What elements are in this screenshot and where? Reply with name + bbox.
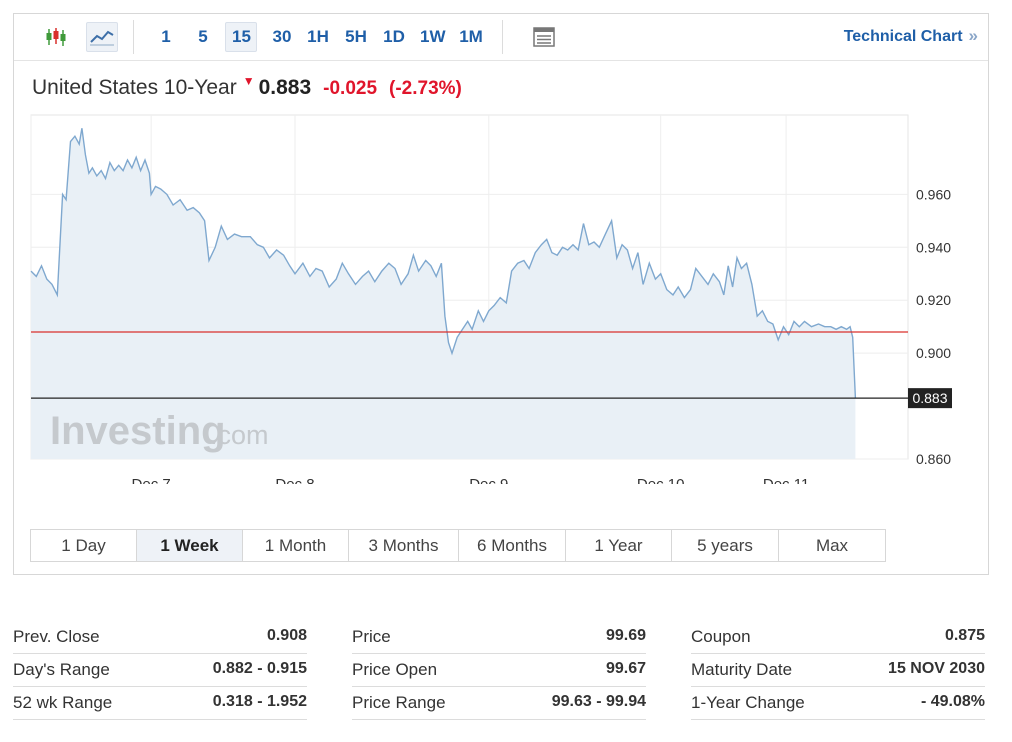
stat-value: 0.875 <box>944 627 985 644</box>
period-1-day[interactable]: 1 Day <box>31 530 137 561</box>
interval-5h[interactable]: 5H <box>345 27 367 46</box>
stat-label: Price Range <box>352 693 446 712</box>
interval-1d[interactable]: 1D <box>383 27 405 46</box>
x-tick-label: Dec 11 <box>763 476 809 484</box>
down-arrow-icon: ▼ <box>242 74 255 88</box>
period-1-year[interactable]: 1 Year <box>566 530 672 561</box>
stat-value: 0.318 - 1.952 <box>212 693 307 710</box>
stat-label: Prev. Close <box>13 627 100 646</box>
candlestick-icon[interactable] <box>40 22 72 52</box>
stats-column-3: Coupon 0.875 Maturity Date 15 NOV 2030 1-Y… <box>691 622 985 721</box>
stat-value: 99.67 <box>605 660 646 677</box>
period-5-years[interactable]: 5 years <box>672 530 779 561</box>
instrument-headline: United States 10-Year ▼ 0.883 -0.025 (-2.73%… <box>32 74 462 104</box>
investing-logo: Investing .com <box>50 409 269 453</box>
price-chart: 0.883 Investing .com 0.860 0.900 0.920 0.94… <box>30 114 952 484</box>
toolbar-divider <box>502 20 503 54</box>
interval-5[interactable]: 5 <box>198 27 208 46</box>
interval-1w[interactable]: 1W <box>420 27 446 46</box>
toolbar-divider <box>133 20 134 54</box>
technical-chart-label[interactable]: Technical Chart <box>843 28 963 45</box>
stat-days-range: Day's Range 0.882 - 0.915 <box>13 655 307 687</box>
stat-price: Price 99.69 <box>352 622 646 654</box>
current-price-label: 0.883 <box>912 390 947 406</box>
stat-value: 15 NOV 2030 <box>888 660 985 677</box>
period-max[interactable]: Max <box>815 536 849 555</box>
chart-widget: 1 5 15 30 1H 5H 1D 1W 1M Technical Chart… <box>13 13 989 575</box>
stat-value: 0.882 - 0.915 <box>212 660 307 677</box>
stats-column-1: Prev. Close 0.908 Day's Range 0.882 - 0.91… <box>13 622 307 721</box>
period-3-months[interactable]: 3 Months <box>349 530 459 561</box>
x-tick-label: Dec 8 <box>275 476 314 484</box>
stat-price-range: Price Range 99.63 - 99.94 <box>352 688 646 720</box>
stat-maturity-date: Maturity Date 15 NOV 2030 <box>691 655 985 687</box>
stat-label: Price Open <box>352 660 438 679</box>
price-change: -0.025 <box>323 78 378 99</box>
stat-coupon: Coupon 0.875 <box>691 622 985 654</box>
y-tick-label: 0.920 <box>916 292 951 308</box>
interval-1h[interactable]: 1H <box>307 27 329 46</box>
stat-label: Price <box>352 627 391 646</box>
y-tick-label: 0.860 <box>916 451 951 467</box>
x-tick-label: Dec 9 <box>469 476 508 484</box>
stat-52wk-range: 52 wk Range 0.318 - 1.952 <box>13 688 307 720</box>
stat-value: 0.908 <box>266 627 307 644</box>
period-6-months[interactable]: 6 Months <box>459 530 566 561</box>
period-selector: 1 Day 1 Week 1 Month 3 Months 6 Months 1… <box>30 529 886 562</box>
stat-prev-close: Prev. Close 0.908 <box>13 622 307 654</box>
technical-chart-link[interactable]: Technical Chart » <box>844 26 978 46</box>
instrument-name: United States 10-Year <box>32 76 237 99</box>
price-change-percent: (-2.73%) <box>389 78 462 99</box>
stats-column-2: Price 99.69 Price Open 99.67 Price Range 99… <box>352 622 646 721</box>
interval-15[interactable]: 15 <box>225 22 257 52</box>
panel-icon[interactable] <box>528 22 560 52</box>
stat-value: - 49.08% <box>920 693 985 710</box>
stat-value: 99.63 - 99.94 <box>551 693 646 710</box>
double-chevron-right-icon: » <box>968 26 978 45</box>
x-tick-label: Dec 10 <box>637 476 685 484</box>
stat-label: Coupon <box>691 627 751 646</box>
interval-1m[interactable]: 1M <box>459 27 483 46</box>
x-tick-label: Dec 7 <box>132 476 171 484</box>
last-price: 0.883 <box>258 76 312 99</box>
line-chart-icon[interactable] <box>86 22 118 52</box>
y-axis: 0.860 0.900 0.920 0.940 0.960 <box>916 186 951 467</box>
period-1-week[interactable]: 1 Week <box>137 530 243 561</box>
watermark-suffix: .com <box>210 420 269 450</box>
y-tick-label: 0.940 <box>916 239 951 255</box>
watermark-brand: Investing <box>50 409 226 453</box>
price-line <box>30 128 857 399</box>
x-axis: Dec 7 Dec 8 Dec 9 Dec 10 Dec 11 <box>132 476 810 484</box>
interval-30[interactable]: 30 <box>272 27 292 46</box>
stat-label: Day's Range <box>13 660 110 679</box>
stat-1-year-change: 1-Year Change - 49.08% <box>691 688 985 720</box>
current-price-tag <box>908 388 952 409</box>
stat-label: 1-Year Change <box>691 693 805 712</box>
stat-label: 52 wk Range <box>13 693 113 712</box>
reference-lines: 0.883 <box>31 331 952 409</box>
chart-toolbar: 1 5 15 30 1H 5H 1D 1W 1M Technical Chart… <box>14 14 988 61</box>
period-1-month[interactable]: 1 Month <box>243 530 349 561</box>
stat-label: Maturity Date <box>691 660 793 679</box>
y-tick-label: 0.900 <box>916 345 951 361</box>
stat-price-open: Price Open 99.67 <box>352 655 646 687</box>
stat-value: 99.69 <box>605 627 646 644</box>
interval-1[interactable]: 1 <box>161 27 171 46</box>
y-tick-label: 0.960 <box>916 186 951 202</box>
